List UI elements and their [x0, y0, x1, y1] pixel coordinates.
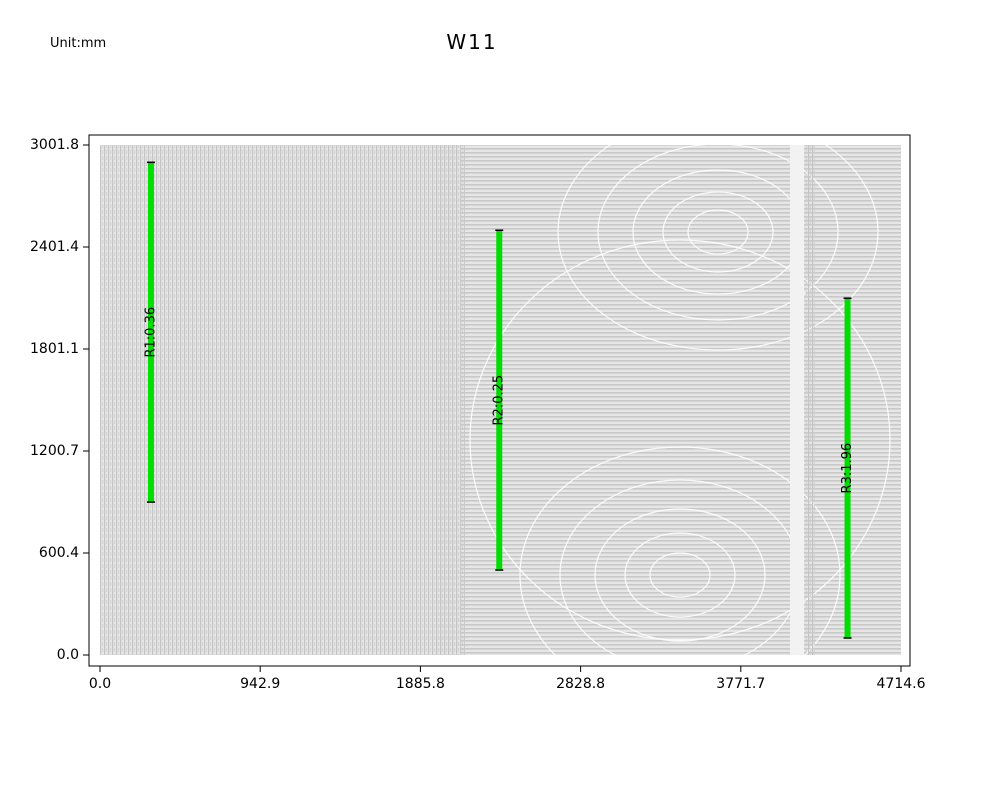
axis-layer: 0.0 942.9 1885.8 2828.8 3771.7 4714.6 0.0 600.4… [30, 137, 926, 692]
x-tick-label: 942.9 [240, 676, 280, 692]
measurement-label: R2:0.25 [492, 375, 507, 426]
unit-label: Unit:mm [50, 36, 107, 51]
measurement-layer: R1:0.36 R2:0.25 R3:1.96 [143, 161, 855, 639]
y-tick-label: 3001.8 [30, 137, 79, 153]
measurement-3: R3:1.96 [840, 297, 855, 639]
y-tick-label: 600.4 [39, 545, 79, 561]
x-tick-label: 1885.8 [396, 676, 445, 692]
measurement-label: R3:1.96 [840, 443, 855, 494]
measurement-1: R1:0.36 [143, 161, 158, 503]
measurement-2: R2:0.25 [492, 229, 507, 571]
y-tick-label: 1801.1 [30, 341, 79, 357]
x-tick-label: 0.0 [89, 676, 111, 692]
x-tick-label: 4714.6 [877, 676, 926, 692]
x-tick-label: 3771.7 [716, 676, 765, 692]
x-tick-label: 2828.8 [556, 676, 605, 692]
measurement-label: R1:0.36 [143, 307, 158, 358]
chart-title: W11 [446, 30, 498, 54]
y-tick-label: 0.0 [57, 647, 79, 663]
y-tick-label: 2401.4 [30, 239, 79, 255]
y-tick-label: 1200.7 [30, 443, 79, 459]
